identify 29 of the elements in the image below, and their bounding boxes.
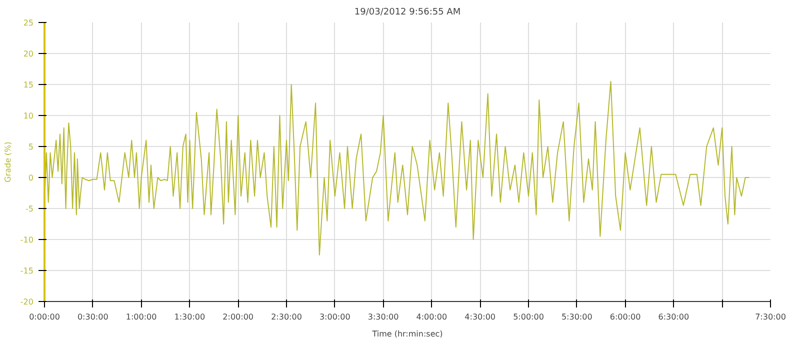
x-tick-label: 6:30:00 [658,312,690,322]
x-tick-label: 0:00:00 [29,312,60,322]
x-tick-label: 1:00:00 [126,312,157,322]
x-tick-label: 3:00:00 [319,312,350,322]
y-tick-label: -5 [26,204,34,214]
y-tick-label: 0 [28,174,34,182]
x-tick-label: 5:00:00 [513,312,544,322]
x-tick-label: 3:30:00 [368,312,399,322]
y-tick-label: -10 [20,236,34,244]
y-tick-label: 5 [28,142,34,152]
line-series [44,80,750,256]
y-tick-label: -20 [20,298,34,306]
y-tick-label: 25 [23,18,34,28]
y-tick-label: -15 [20,266,34,276]
y-tick-label: 10 [23,112,34,120]
x-tick-label: 5:30:00 [561,312,592,322]
chart-title: 19/03/2012 9:56:55 AM [354,8,461,18]
x-tick-label: 2:00:00 [222,312,254,322]
x-tick-label: 6:00:00 [610,312,641,322]
x-tick-label: 1:30:00 [174,312,206,322]
y-axis-title: Grade (%) [3,142,12,182]
x-tick-label: 4:00:00 [416,312,448,322]
x-tick-label: 4:30:00 [464,312,496,322]
x-tick-label: 7:30:00 [755,312,786,322]
x-tick-label: 2:30:00 [271,312,302,322]
y-tick-label: 15 [23,80,34,90]
x-tick-label: 0:30:00 [77,312,108,322]
y-tick-label: 20 [23,50,34,58]
x-axis-title: Time (hr:min:sec) [371,330,443,338]
